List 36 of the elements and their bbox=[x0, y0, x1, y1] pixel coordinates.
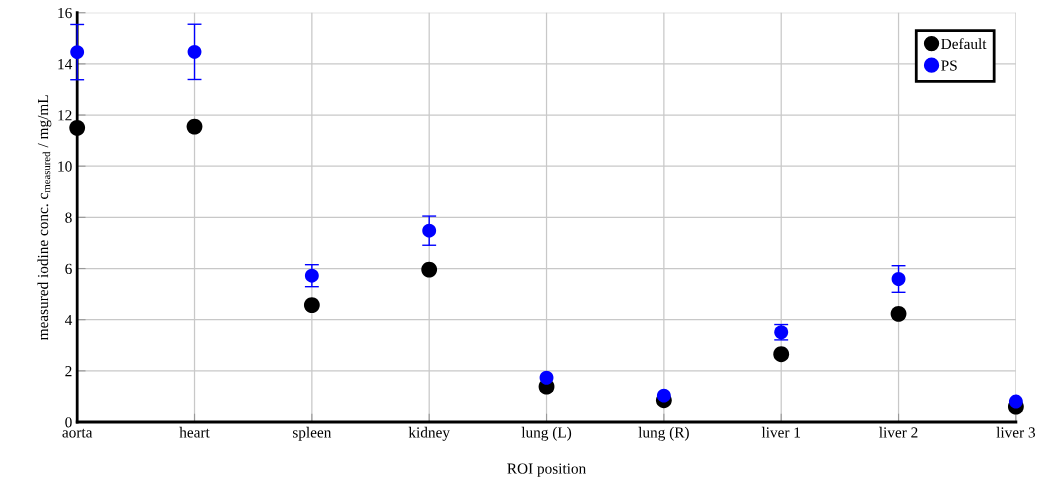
x-tick-label: lung (R) bbox=[638, 426, 689, 441]
point bbox=[891, 272, 906, 286]
x-tick-label: aorta bbox=[62, 428, 93, 438]
point bbox=[1008, 394, 1023, 409]
y-tick-label: 2 bbox=[65, 366, 72, 377]
y-tick-label: 14 bbox=[58, 59, 73, 70]
point bbox=[187, 44, 202, 59]
y-tick-label: 10 bbox=[58, 161, 72, 172]
x-tick-label: spleen bbox=[292, 426, 332, 441]
point bbox=[539, 370, 554, 385]
point bbox=[303, 297, 320, 314]
y-tick-label: 16 bbox=[58, 7, 72, 19]
point bbox=[69, 119, 86, 136]
x-tick-label: lung (L) bbox=[521, 426, 572, 441]
x-tick-label: liver 2 bbox=[879, 426, 918, 438]
y-tick-label: 4 bbox=[64, 314, 73, 325]
x-axis-title: ROI position bbox=[507, 463, 586, 477]
y-axis-title: measured iodine conc. c$_{measured}$ / mg/mL bbox=[37, 95, 52, 341]
x-tick-label: heart bbox=[179, 426, 210, 438]
y-tick-label: 0 bbox=[65, 417, 72, 428]
legend-label: Default bbox=[941, 38, 987, 50]
legend-label: PS bbox=[941, 60, 957, 71]
point bbox=[186, 118, 203, 135]
point bbox=[656, 388, 671, 403]
x-tick-label: liver 1 bbox=[761, 426, 801, 438]
point bbox=[70, 45, 85, 60]
point bbox=[890, 305, 907, 322]
y-tick-label: 8 bbox=[65, 212, 72, 223]
y-tick-label: 6 bbox=[65, 263, 72, 274]
point bbox=[773, 346, 790, 363]
point bbox=[421, 261, 438, 278]
x-tick-label: kidney bbox=[408, 426, 450, 441]
y-tick-label: 12 bbox=[58, 110, 72, 121]
point bbox=[304, 268, 319, 283]
point bbox=[422, 223, 437, 238]
x-tick-label: liver 3 bbox=[996, 426, 1036, 438]
